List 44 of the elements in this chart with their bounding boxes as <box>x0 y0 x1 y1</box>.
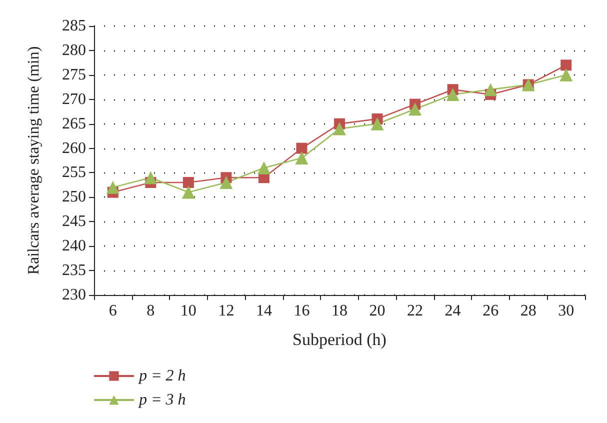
point <box>182 186 195 199</box>
x-tick-label: 8 <box>146 302 155 320</box>
x-tick-label: 28 <box>520 302 536 320</box>
y-tick-label: 235 <box>62 262 86 280</box>
point <box>484 83 498 96</box>
point <box>220 176 233 190</box>
point <box>182 177 194 188</box>
point <box>370 117 384 130</box>
x-tick-label: 12 <box>218 302 234 320</box>
x-tick-label: 16 <box>294 302 310 320</box>
x-tick-label: 10 <box>180 302 196 320</box>
y-tick-label: 280 <box>62 42 86 59</box>
legend-label: p = 2 h <box>138 368 186 384</box>
legend-label: p = 3 h <box>138 392 186 408</box>
point <box>295 152 308 165</box>
x-tick-label: 26 <box>482 302 499 320</box>
y-tick-label: 265 <box>62 115 86 132</box>
point <box>408 102 422 116</box>
y-tick-label: 255 <box>62 164 86 182</box>
y-tick-label: 260 <box>62 140 86 157</box>
point <box>296 142 308 154</box>
x-tick-label: 18 <box>332 302 348 320</box>
x-axis-title: Subperiod (h) <box>292 330 386 349</box>
y-tick-label: 285 <box>62 18 86 34</box>
point <box>144 171 158 184</box>
point <box>560 68 573 82</box>
x-tick-label: 22 <box>407 302 424 320</box>
x-tick-label: 30 <box>558 302 574 320</box>
y-tick-label: 245 <box>62 213 86 230</box>
point <box>446 88 460 101</box>
y-axis-title: Railcars average staying time (min) <box>26 46 42 275</box>
x-tick-label: 24 <box>444 302 461 320</box>
point <box>560 60 572 71</box>
y-tick-label: 250 <box>62 188 86 206</box>
x-tick-label: 14 <box>256 302 272 320</box>
point <box>106 180 120 194</box>
y-tick-label: 240 <box>62 238 86 255</box>
point <box>333 122 346 136</box>
x-tick-label: 20 <box>369 302 386 320</box>
x-tick-label: 6 <box>108 302 117 320</box>
y-tick-label: 275 <box>62 66 86 84</box>
y-tick-label: 270 <box>62 90 86 108</box>
point <box>257 161 270 174</box>
y-tick-label: 230 <box>62 286 86 304</box>
